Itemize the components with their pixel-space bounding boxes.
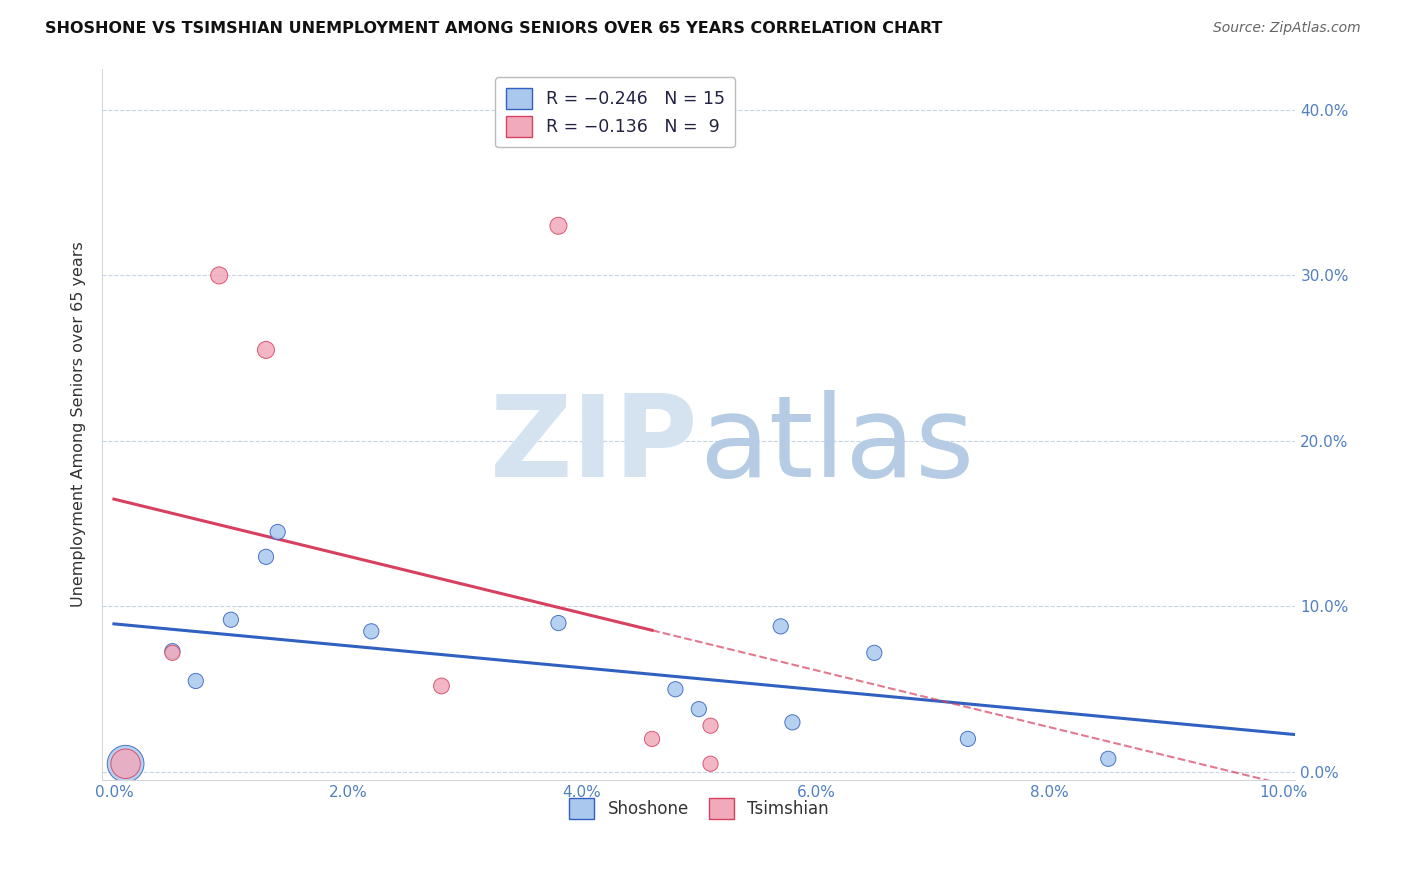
Point (699, 719, 721, 733)
Point (782, 715, 804, 730)
Point (114, 756, 136, 771)
Point (254, 549, 277, 564)
Point (956, 731, 979, 746)
Point (641, 731, 664, 746)
Point (547, 615, 569, 630)
Point (162, 644, 184, 658)
Text: SHOSHONE VS TSIMSHIAN UNEMPLOYMENT AMONG SENIORS OVER 65 YEARS CORRELATION CHART: SHOSHONE VS TSIMSHIAN UNEMPLOYMENT AMONG… (45, 21, 942, 37)
Point (1097, 752, 1119, 766)
Point (208, 268, 231, 283)
Point (699, 756, 721, 771)
Point (219, 613, 242, 627)
Text: ZIP: ZIP (491, 391, 699, 501)
Point (184, 673, 207, 688)
Text: Source: ZipAtlas.com: Source: ZipAtlas.com (1213, 21, 1361, 36)
Point (162, 646, 184, 660)
Point (254, 343, 277, 357)
Point (267, 524, 290, 539)
Y-axis label: Unemployment Among Seniors over 65 years: Unemployment Among Seniors over 65 years (72, 242, 86, 607)
Point (547, 219, 569, 233)
Text: atlas: atlas (699, 391, 974, 501)
Point (769, 619, 792, 633)
Point (688, 702, 710, 716)
Point (664, 682, 686, 697)
Point (360, 624, 382, 639)
Point (114, 756, 136, 771)
Point (430, 679, 453, 693)
Legend: Shoshone, Tsimshian: Shoshone, Tsimshian (562, 792, 835, 825)
Point (863, 646, 886, 660)
